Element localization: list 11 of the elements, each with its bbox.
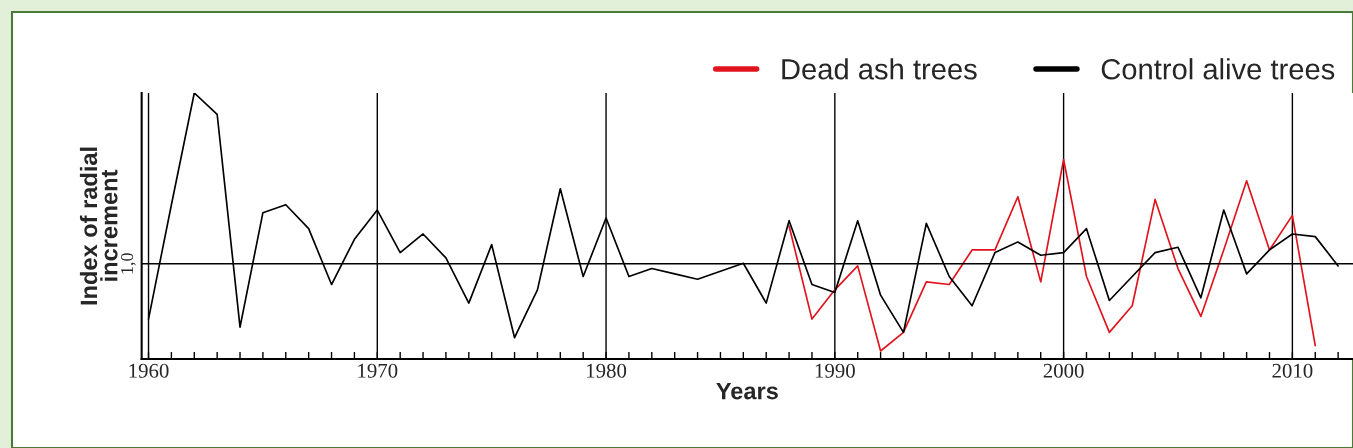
x-tick-label: 2010	[1272, 363, 1313, 378]
x-tick-label: 1960	[129, 363, 169, 378]
x-axis-title: Years	[716, 382, 778, 400]
legend-label: Dead ash trees	[782, 58, 977, 80]
y-axis-title: Index of radial increment	[79, 147, 118, 305]
x-tick-label: 1990	[815, 363, 855, 378]
x-tick-label: 1970	[358, 363, 398, 378]
text: 1,0	[120, 253, 136, 274]
x-tick-label: 1980	[587, 363, 627, 378]
x-tick-label: 2000	[1043, 363, 1084, 378]
legend-label: Control alive trees	[1101, 58, 1335, 80]
